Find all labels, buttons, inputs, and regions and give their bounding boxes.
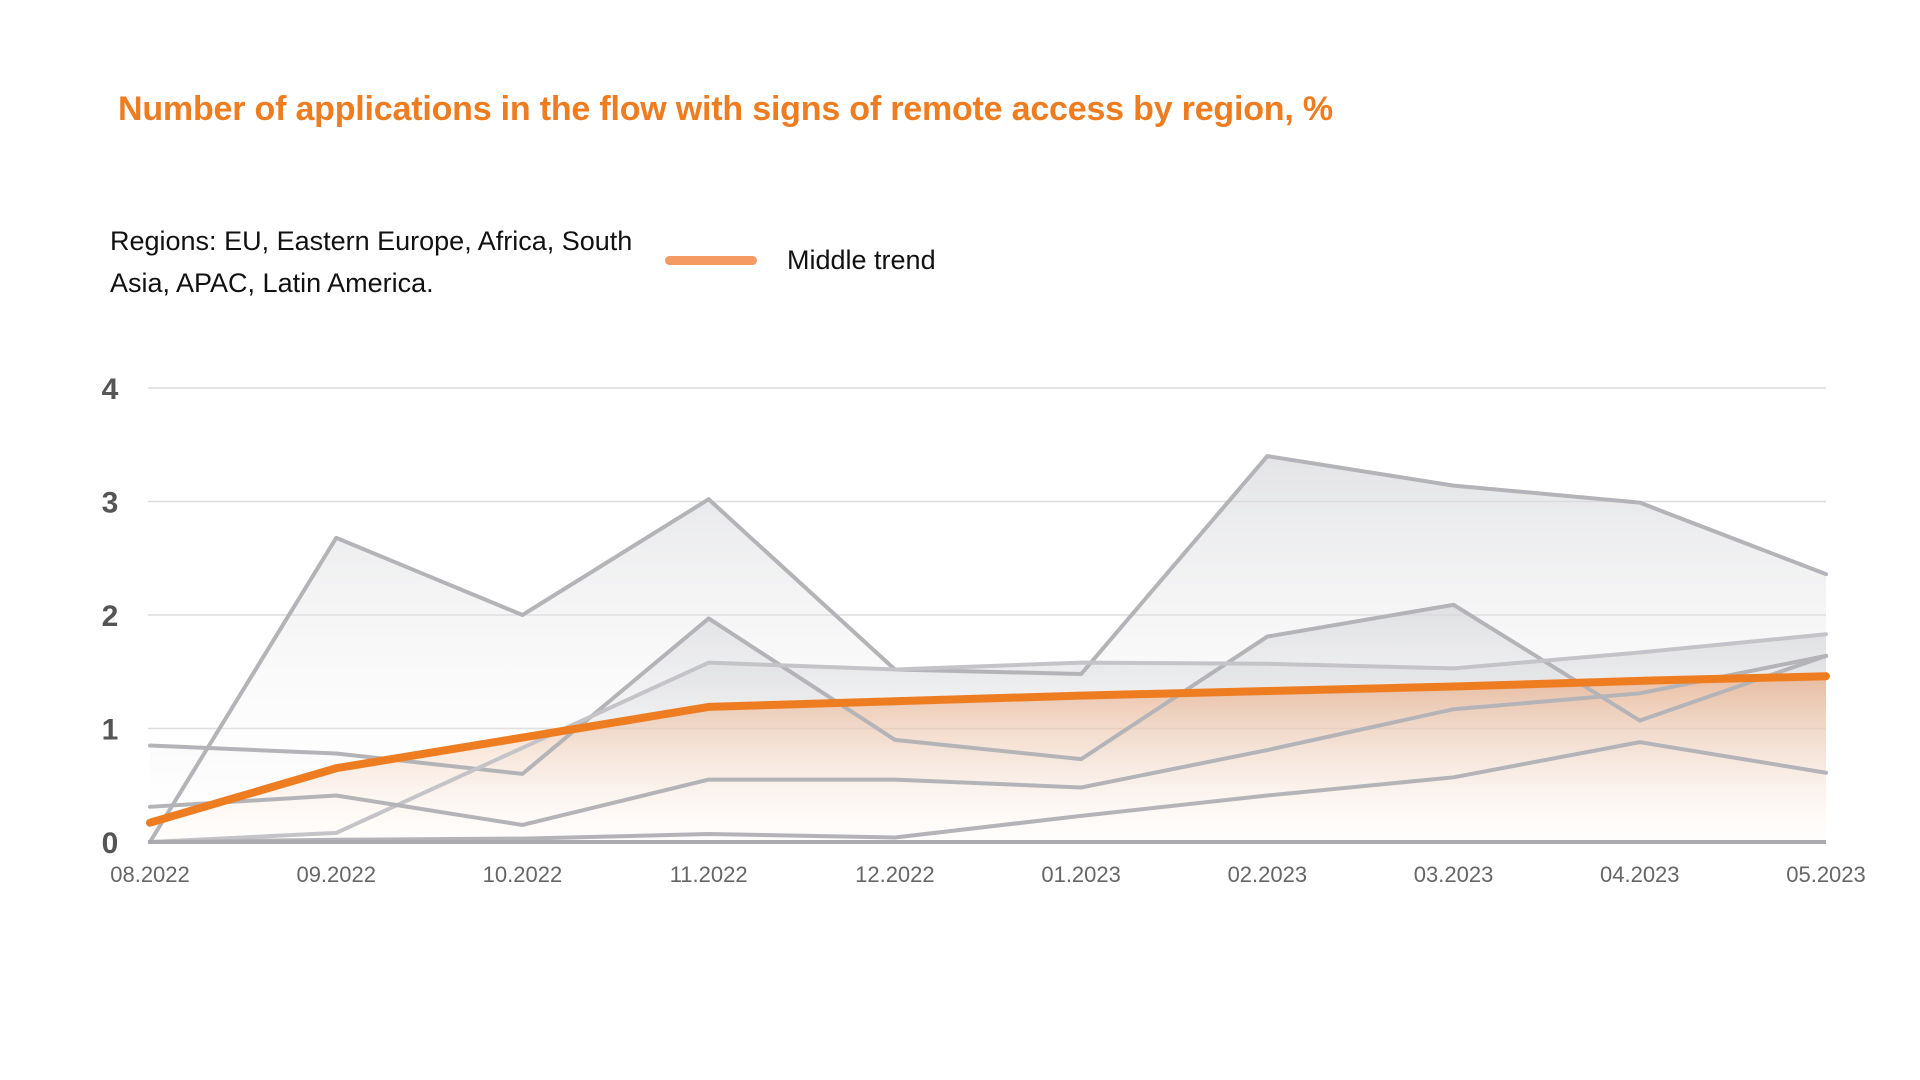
y-tick-label: 3 bbox=[102, 487, 119, 520]
x-tick-label: 04.2023 bbox=[1600, 862, 1680, 887]
y-axis-ticks: 0 1 2 3 4 bbox=[102, 373, 119, 860]
x-tick-label: 08.2022 bbox=[110, 862, 190, 887]
series-line-0 bbox=[148, 454, 1828, 844]
trend-line bbox=[146, 672, 1830, 827]
y-tick-label: 1 bbox=[102, 714, 119, 747]
y-tick-label: 0 bbox=[102, 827, 119, 860]
regions-note: Regions: EU, Eastern Europe, Africa, Sou… bbox=[110, 226, 633, 298]
legend-label-middle-trend: Middle trend bbox=[787, 245, 936, 275]
series-line-3 bbox=[148, 653, 1828, 827]
chart-title: Number of applications in the flow with … bbox=[118, 90, 1333, 128]
x-tick-label: 03.2023 bbox=[1414, 862, 1494, 887]
legend: Middle trend bbox=[665, 245, 936, 276]
series-line-1 bbox=[148, 602, 1828, 776]
y-tick-label: 4 bbox=[102, 373, 119, 406]
x-tick-label: 11.2022 bbox=[670, 862, 748, 887]
series-lines bbox=[146, 454, 1830, 844]
series-line-4 bbox=[148, 740, 1828, 844]
x-tick-label: 05.2023 bbox=[1786, 862, 1866, 887]
y-tick-label: 2 bbox=[102, 600, 119, 633]
x-tick-label: 10.2022 bbox=[483, 862, 563, 887]
x-tick-label: 09.2022 bbox=[296, 862, 376, 887]
x-tick-label: 01.2023 bbox=[1041, 862, 1121, 887]
x-axis-ticks: 08.2022 09.2022 10.2022 11.2022 12.2022 01.20… bbox=[110, 862, 1866, 887]
series-line-2 bbox=[148, 632, 1828, 844]
legend-swatch-middle-trend bbox=[665, 256, 757, 265]
x-tick-label: 12.2022 bbox=[855, 862, 935, 887]
x-tick-label: 02.2023 bbox=[1228, 862, 1308, 887]
